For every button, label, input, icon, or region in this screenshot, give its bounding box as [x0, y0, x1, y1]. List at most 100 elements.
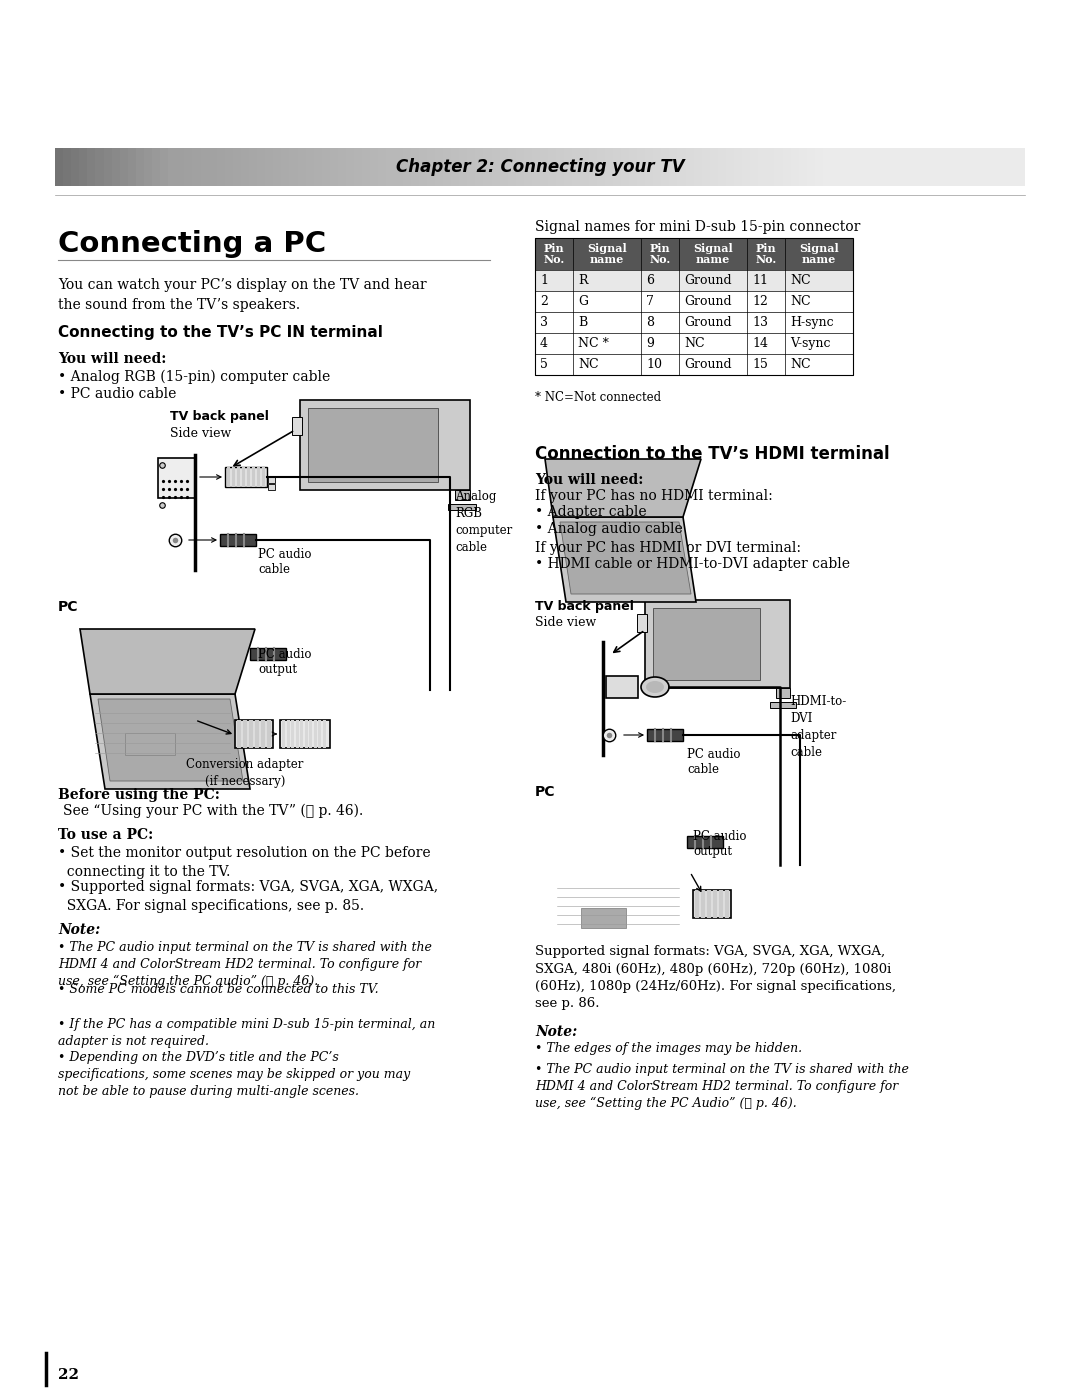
Bar	[242, 467, 245, 488]
Bar	[912, 148, 920, 186]
Bar	[455, 490, 470, 500]
Bar	[220, 534, 256, 546]
Bar	[268, 476, 275, 483]
Bar	[71, 148, 79, 186]
Bar	[904, 148, 912, 186]
Bar	[702, 148, 710, 186]
Text: Side view: Side view	[535, 616, 596, 629]
Text: 9: 9	[646, 337, 653, 351]
Bar	[1001, 148, 1009, 186]
Bar	[985, 148, 993, 186]
Bar	[855, 148, 863, 186]
Bar	[847, 148, 855, 186]
Text: Signal
name: Signal name	[588, 243, 626, 265]
Text: Supported signal formats: VGA, SVGA, XGA, WXGA,
SXGA, 480i (60Hz), 480p (60Hz), : Supported signal formats: VGA, SVGA, XGA…	[535, 944, 896, 1010]
Bar	[535, 332, 853, 353]
Bar	[292, 416, 302, 434]
Bar	[308, 408, 438, 482]
Text: NC: NC	[578, 358, 598, 372]
Bar	[296, 719, 298, 747]
Bar	[281, 148, 289, 186]
Bar	[192, 148, 201, 186]
Text: Ground: Ground	[684, 274, 731, 286]
Text: 10: 10	[646, 358, 662, 372]
Bar	[621, 148, 629, 186]
Bar	[535, 237, 853, 270]
Bar	[313, 719, 316, 747]
Bar	[225, 467, 267, 488]
Bar	[580, 148, 589, 186]
Bar	[707, 890, 711, 918]
Bar	[95, 148, 104, 186]
Bar	[232, 467, 235, 488]
Bar	[831, 148, 839, 186]
Text: TV back panel: TV back panel	[170, 409, 269, 423]
Polygon shape	[553, 517, 696, 602]
Bar	[484, 148, 491, 186]
Bar	[953, 148, 960, 186]
Text: Ground: Ground	[684, 358, 731, 372]
Bar	[160, 148, 168, 186]
Bar	[451, 148, 459, 186]
Text: • Set the monitor output resolution on the PC before
  connecting it to the TV.: • Set the monitor output resolution on t…	[58, 847, 431, 879]
Bar	[540, 148, 548, 186]
Text: Conversion adapter
(if necessary): Conversion adapter (if necessary)	[187, 759, 303, 788]
Text: NC *: NC *	[578, 337, 609, 351]
Text: PC audio
output: PC audio output	[258, 648, 311, 676]
Bar	[329, 148, 338, 186]
Bar	[589, 148, 596, 186]
Text: V-sync: V-sync	[789, 337, 831, 351]
Bar	[725, 890, 729, 918]
Bar	[291, 719, 294, 747]
Bar	[758, 148, 767, 186]
Text: 15: 15	[752, 358, 768, 372]
Bar	[814, 148, 823, 186]
Bar	[726, 148, 734, 186]
Bar	[500, 148, 508, 186]
Bar	[249, 648, 286, 659]
Bar	[508, 148, 516, 186]
Bar	[742, 148, 751, 186]
Bar	[125, 733, 175, 754]
Bar	[120, 148, 127, 186]
Bar	[144, 148, 152, 186]
Bar	[872, 148, 879, 186]
Bar	[734, 148, 742, 186]
Text: Signal
name: Signal name	[693, 243, 733, 265]
Bar	[313, 148, 322, 186]
Bar	[799, 148, 807, 186]
Text: NC: NC	[684, 337, 704, 351]
Bar	[387, 148, 394, 186]
Bar	[863, 148, 872, 186]
Polygon shape	[90, 694, 249, 789]
Text: G: G	[578, 295, 588, 307]
Text: • If the PC has a compatible mini D-sub 15-pin terminal, an
adapter is not requi: • If the PC has a compatible mini D-sub …	[58, 1018, 435, 1048]
Bar	[370, 148, 378, 186]
Bar	[300, 719, 303, 747]
Bar	[237, 467, 240, 488]
Bar	[468, 148, 475, 186]
Bar	[653, 608, 760, 680]
Text: • The edges of the images may be hidden.: • The edges of the images may be hidden.	[535, 1042, 802, 1055]
Bar	[532, 148, 540, 186]
Text: 6: 6	[646, 274, 654, 286]
Bar	[257, 467, 260, 488]
Text: • Depending on the DVD’s title and the PC’s
specifications, some scenes may be s: • Depending on the DVD’s title and the P…	[58, 1051, 410, 1098]
Text: • The PC audio input terminal on the TV is shared with the
HDMI 4 and ColorStrea: • The PC audio input terminal on the TV …	[58, 942, 432, 988]
Bar	[491, 148, 500, 186]
Bar	[338, 148, 346, 186]
Bar	[770, 703, 796, 708]
Bar	[247, 467, 249, 488]
Text: • Analog audio cable: • Analog audio cable	[535, 522, 683, 536]
Bar	[185, 148, 192, 186]
Bar	[839, 148, 847, 186]
Bar	[305, 719, 308, 747]
Bar	[267, 719, 271, 747]
Bar	[572, 148, 580, 186]
Bar	[783, 148, 791, 186]
Bar	[823, 148, 831, 186]
Bar	[233, 148, 241, 186]
Text: 7: 7	[646, 295, 653, 307]
Text: Pin
No.: Pin No.	[543, 243, 565, 265]
Bar	[201, 148, 208, 186]
